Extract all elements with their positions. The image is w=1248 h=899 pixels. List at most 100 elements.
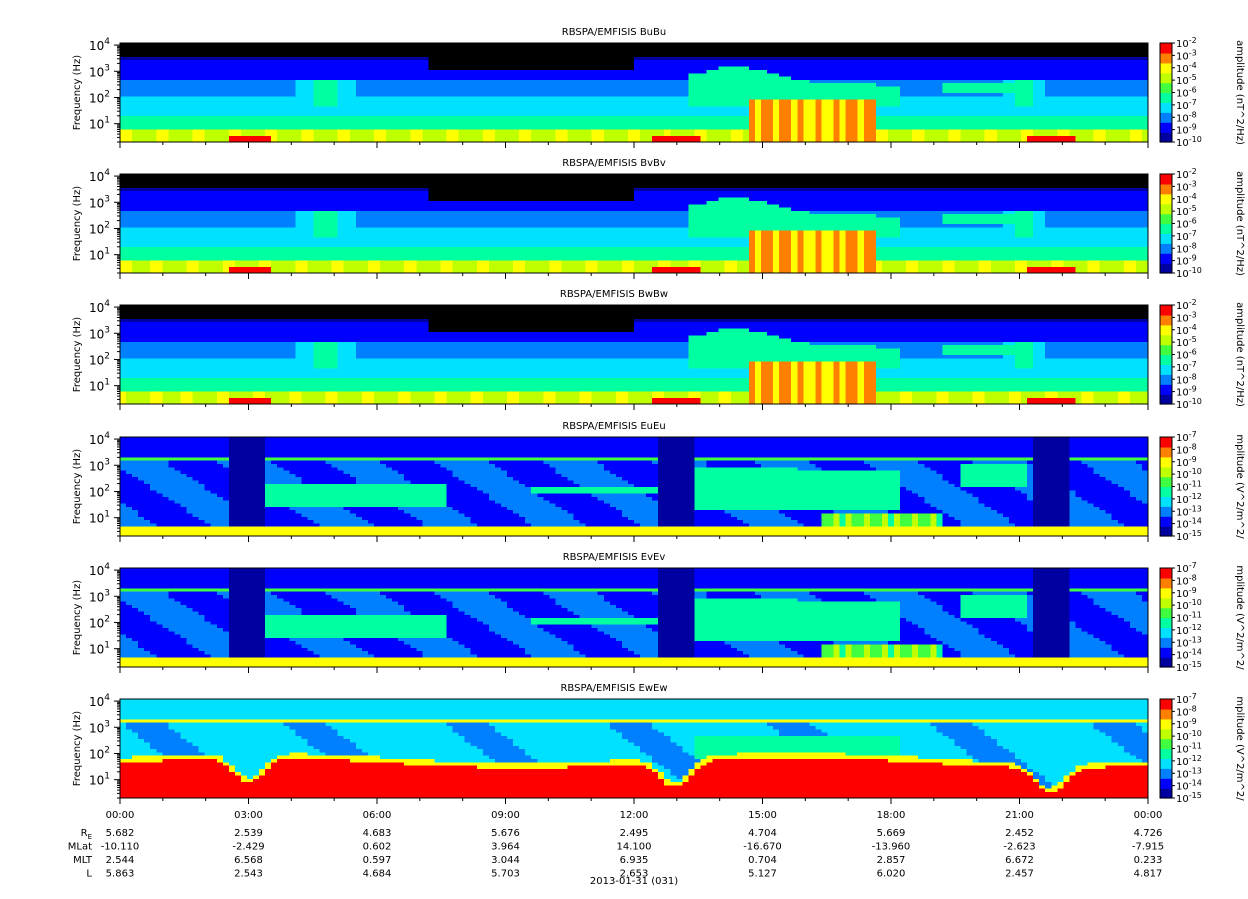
spectrogram-cell	[368, 43, 375, 47]
spectrogram-cell	[483, 43, 490, 47]
spectrogram-cell	[241, 43, 248, 47]
spectrogram-cell	[434, 43, 441, 47]
spectrogram-cell	[640, 43, 647, 47]
spectrogram-cell	[676, 43, 683, 47]
spectrogram-cell	[1009, 43, 1016, 47]
spectrogram-cell	[1112, 43, 1119, 47]
spectrogram-cell	[574, 43, 581, 47]
spectrogram-cell	[797, 43, 804, 47]
spectrogram-cell	[840, 43, 847, 47]
spectrogram-cell	[156, 43, 163, 47]
spectrogram-cell	[453, 43, 460, 47]
spectrogram-cell	[688, 43, 695, 47]
spectrogram-cell	[501, 43, 508, 47]
spectrogram-cell	[1039, 43, 1046, 47]
spectrogram-cell	[918, 43, 925, 47]
spectrogram-cell	[610, 43, 617, 47]
spectrogram-cell	[295, 43, 302, 47]
spectrogram-cell	[404, 43, 411, 47]
spectrogram-cell	[350, 43, 357, 47]
spectrogram-cell	[174, 43, 181, 47]
spectrogram-cell	[132, 43, 139, 47]
spectrogram-cell	[561, 43, 568, 47]
spectrogram-cell	[223, 43, 230, 47]
spectrogram-cell	[144, 43, 151, 47]
spectrogram-cell	[1075, 43, 1082, 47]
spectrogram-cell	[713, 43, 720, 47]
spectrogram-cell	[217, 43, 224, 47]
spectrogram-cell	[428, 43, 435, 47]
spectrogram-cell	[265, 43, 272, 47]
spectrogram-cell	[1033, 43, 1040, 47]
spectrogram-cell	[126, 43, 133, 47]
spectrogram-cell	[604, 43, 611, 47]
spectrogram-image	[120, 43, 1149, 143]
spectrogram-cell	[229, 43, 236, 47]
spectrogram-cell	[743, 43, 750, 47]
spectrogram-cell	[1081, 43, 1088, 47]
spectrogram-cell	[803, 43, 810, 47]
spectrogram-cell	[773, 43, 780, 47]
spectrogram-cell	[199, 43, 206, 47]
spectrogram-cell	[477, 43, 484, 47]
spectrogram-cell	[719, 43, 726, 47]
spectrogram-cell	[755, 43, 762, 47]
spectrogram-cell	[440, 43, 447, 47]
panel-0: RBSPA/EMFISIS BuBu101102103104Frequency …	[72, 27, 1245, 149]
spectrogram-cell	[416, 43, 423, 47]
spectrogram-cell	[301, 43, 308, 47]
spectrogram-cell	[1027, 43, 1034, 47]
spectrogram-cell	[138, 43, 145, 47]
spectrogram-cell	[410, 43, 417, 47]
spectrogram-cell	[924, 43, 931, 47]
spectrogram-cell	[211, 43, 218, 47]
spectrogram-cell	[652, 43, 659, 47]
spectrogram-panels: RBSPA/EMFISIS BuBu101102103104Frequency …	[72, 27, 1245, 805]
spectrogram-cell	[549, 43, 556, 47]
spectrogram-cell	[942, 43, 949, 47]
spectrogram-cell	[205, 43, 212, 47]
spectrogram-cell	[356, 43, 363, 47]
spectrogram-cell	[961, 43, 968, 47]
spectrogram-cell	[646, 43, 653, 47]
spectrogram-cell	[779, 43, 786, 47]
spectrogram-cell	[852, 43, 859, 47]
spectrogram-cell	[1045, 43, 1052, 47]
spectrogram-cell	[894, 43, 901, 47]
spectrogram-cell	[936, 43, 943, 47]
spectrogram-cell	[277, 43, 284, 47]
spectrogram-cell	[507, 43, 514, 47]
spectrogram-cell	[828, 43, 835, 47]
spectrogram-cell	[519, 43, 526, 47]
spectrogram-cell	[307, 43, 314, 47]
spectrogram-cell	[1100, 43, 1107, 47]
spectrogram-cell	[253, 43, 260, 47]
spectrogram-cell	[1069, 43, 1076, 47]
spectrogram-cell	[338, 43, 345, 47]
spectrogram-cell	[761, 43, 768, 47]
spectrogram-cell	[531, 43, 538, 47]
spectrogram-cell	[592, 43, 599, 47]
spectrogram-cell	[314, 43, 321, 47]
spectrogram-cell	[495, 43, 502, 47]
spectrogram-cell	[930, 43, 937, 47]
spectrogram-cell	[809, 43, 816, 47]
spectrogram-cell	[701, 43, 708, 47]
spectrogram-cell	[767, 43, 774, 47]
spectrogram-cell	[259, 43, 266, 47]
spectrogram-cell	[821, 43, 828, 47]
spectrogram-cell	[586, 43, 593, 47]
spectrogram-cell	[731, 43, 738, 47]
spectrogram-cell	[858, 43, 865, 47]
spectrogram-cell	[465, 43, 472, 47]
spectrogram-cell	[1118, 43, 1125, 47]
spectrogram-cell	[622, 43, 629, 47]
spectrogram-cell	[320, 43, 327, 47]
spectrogram-cell	[1057, 43, 1064, 47]
spectrogram-cell	[791, 43, 798, 47]
spectrogram-cell	[326, 43, 333, 47]
spectrogram-cell	[489, 43, 496, 47]
spectrogram-cell	[658, 43, 665, 47]
spectrogram-cell	[525, 43, 532, 47]
spectrogram-cell	[543, 43, 550, 47]
